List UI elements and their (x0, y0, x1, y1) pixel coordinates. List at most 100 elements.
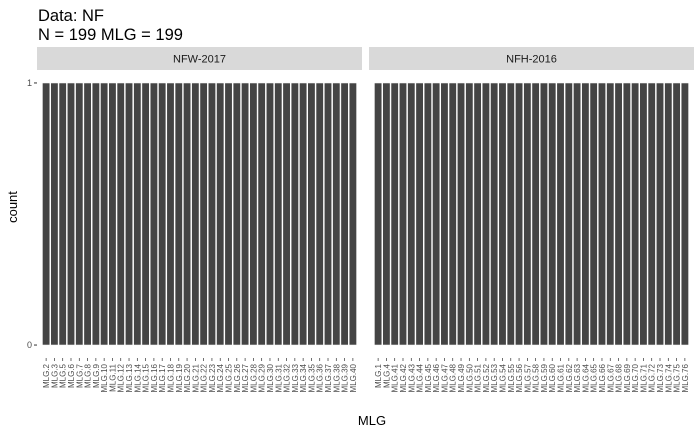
x-tick-label: MLG.46 (432, 363, 441, 392)
x-tick-label: MLG.68 (615, 363, 624, 392)
bar (415, 82, 424, 346)
y-tick-label: 0 (27, 340, 32, 350)
x-tick-label: MLG.48 (449, 363, 458, 392)
x-tick-label: MLG.35 (307, 363, 316, 392)
bar (374, 82, 383, 346)
x-tick-label: MLG.71 (639, 363, 648, 392)
x-tick-label: MLG.41 (391, 363, 400, 392)
x-tick-label: MLG.5 (59, 363, 68, 388)
x-tick-label: MLG.40 (349, 363, 358, 392)
bar (58, 82, 67, 346)
x-tick-label: MLG.18 (166, 363, 175, 392)
bar (199, 82, 208, 346)
bar (680, 82, 689, 346)
bar (141, 82, 150, 346)
bar (664, 82, 673, 346)
x-tick-label: MLG.59 (540, 363, 549, 392)
x-tick-label: MLG.44 (416, 363, 425, 392)
bar (315, 82, 324, 346)
bar (249, 82, 258, 346)
x-tick-label: MLG.8 (84, 363, 93, 388)
x-tick-label: MLG.36 (316, 363, 325, 392)
x-tick-label: MLG.38 (332, 363, 341, 392)
bar (257, 82, 266, 346)
bar (174, 82, 183, 346)
x-tick-label: MLG.30 (266, 363, 275, 392)
x-axis-title: MLG (358, 413, 386, 428)
x-tick-label: MLG.23 (208, 363, 217, 392)
x-tick-label: MLG.12 (117, 363, 126, 392)
bar (390, 82, 399, 346)
bar (506, 82, 515, 346)
bar (448, 82, 457, 346)
x-tick-label: MLG.33 (291, 363, 300, 392)
y-tick-label: 1 (27, 78, 32, 88)
x-tick-label: MLG.60 (548, 363, 557, 392)
x-tick-label: MLG.67 (606, 363, 615, 392)
x-tick-label: MLG.61 (557, 363, 566, 392)
x-tick-label: MLG.11 (108, 363, 117, 391)
x-tick-label: MLG.15 (142, 363, 151, 392)
bar (116, 82, 125, 346)
x-tick-label: MLG.34 (299, 363, 308, 392)
x-tick-label: MLG.54 (498, 363, 507, 392)
bar (149, 82, 158, 346)
bar (42, 82, 51, 346)
bar (556, 82, 565, 346)
bar (158, 82, 167, 346)
bar (423, 82, 432, 346)
x-tick-label: MLG.31 (274, 363, 283, 392)
x-tick-label: MLG.64 (581, 363, 590, 392)
bar (191, 82, 200, 346)
chart-title: Data: NF (38, 7, 104, 25)
x-tick-label: MLG.56 (515, 363, 524, 392)
bar (323, 82, 333, 346)
x-tick-label: MLG.25 (225, 363, 234, 392)
bar (655, 82, 665, 346)
x-tick-label: MLG.19 (175, 363, 184, 392)
x-tick-label: MLG.45 (424, 363, 433, 392)
x-tick-label: MLG.58 (532, 363, 541, 392)
x-tick-label: MLG.73 (656, 363, 665, 392)
bar (581, 82, 590, 346)
x-tick-label: MLG.27 (241, 363, 250, 392)
facet-strip (369, 47, 694, 70)
bar (124, 82, 134, 346)
facet-strip (37, 47, 362, 70)
x-tick-label: MLG.32 (283, 363, 292, 392)
bar (473, 82, 482, 346)
bar (606, 82, 615, 346)
bar (432, 82, 441, 346)
bar (216, 82, 225, 346)
x-tick-label: MLG.69 (623, 363, 632, 392)
bar (647, 82, 656, 346)
bar (207, 82, 216, 346)
bar (407, 82, 416, 346)
chart-subtitle: N = 199 MLG = 199 (38, 26, 183, 44)
bar (481, 82, 490, 346)
x-tick-label: MLG.50 (465, 363, 474, 392)
bar (548, 82, 557, 346)
bar (639, 82, 648, 346)
x-tick-label: MLG.51 (474, 363, 483, 392)
bar (614, 82, 623, 346)
x-tick-label: MLG.39 (341, 363, 350, 392)
bar (631, 82, 640, 346)
facet-strip-label: NFH-2016 (506, 54, 557, 66)
x-tick-label: MLG.72 (648, 363, 657, 392)
x-tick-label: MLG.52 (482, 363, 491, 392)
x-tick-label: MLG.14 (133, 363, 142, 392)
x-tick-label: MLG.65 (590, 363, 599, 392)
bar (66, 82, 76, 346)
x-tick-label: MLG.55 (507, 363, 516, 392)
x-tick-label: MLG.37 (324, 363, 333, 392)
x-tick-label: MLG.66 (598, 363, 607, 392)
x-tick-label: MLG.43 (407, 363, 416, 392)
x-tick-label: MLG.62 (565, 363, 574, 392)
x-tick-label: MLG.21 (191, 363, 200, 392)
bar (50, 82, 59, 346)
bar (382, 82, 391, 346)
x-tick-label: MLG.9 (92, 363, 101, 388)
